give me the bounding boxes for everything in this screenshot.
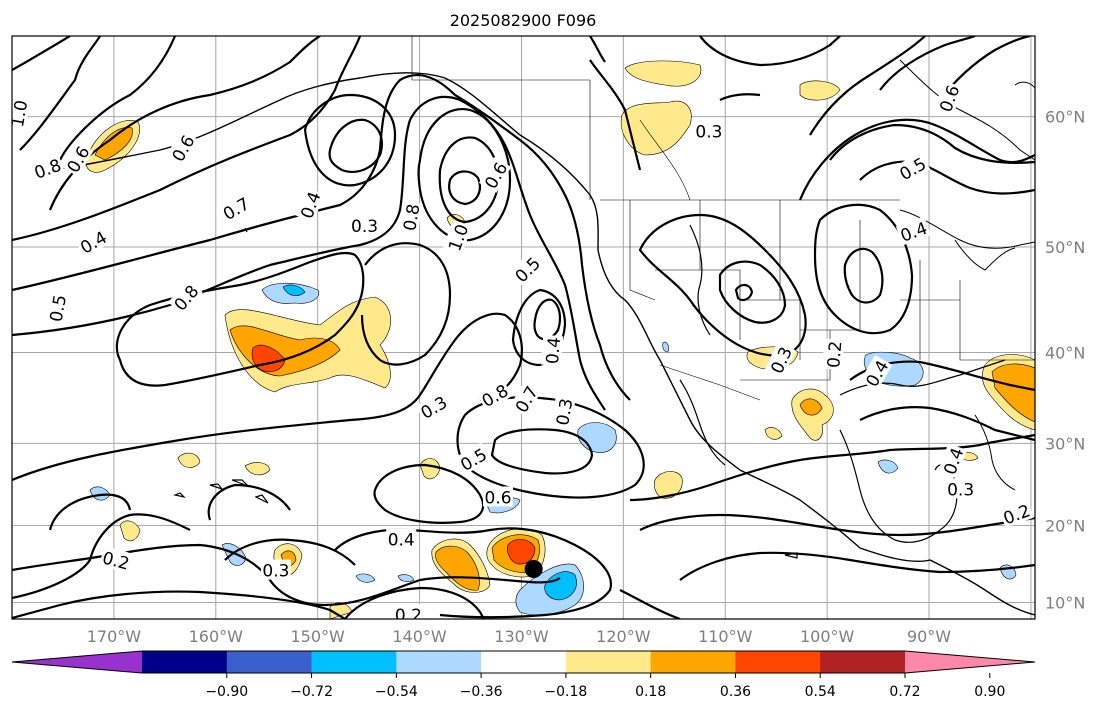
colorbar-tick-label: 0.90 <box>974 684 1005 700</box>
latitude-label: 20°N <box>1045 516 1085 535</box>
colorbar-segment <box>396 651 482 673</box>
contour-value-label: 0.4 <box>540 334 565 367</box>
colorbar-tick-label: −0.18 <box>544 684 587 700</box>
svg-text:0.2: 0.2 <box>395 606 422 626</box>
contour-value-label: 0.2 <box>393 604 424 626</box>
contour-value-label: 0.7 <box>217 191 254 225</box>
contour-value-label: 0.3 <box>693 120 724 142</box>
colorbar-tick-label: −0.72 <box>290 684 333 700</box>
map-title: 2025082900 F096 <box>450 11 597 30</box>
svg-text:1.0: 1.0 <box>8 99 32 129</box>
svg-text:0.3: 0.3 <box>695 122 722 142</box>
latitude-label: 50°N <box>1045 238 1085 257</box>
contour-value-label: 0.2 <box>822 338 846 371</box>
svg-text:0.4: 0.4 <box>543 336 565 365</box>
longitude-label: 130°W <box>494 627 549 646</box>
colorbar-tick-label: 0.36 <box>720 684 751 700</box>
longitude-label: 110°W <box>698 627 753 646</box>
contour-value-label: 1.0 <box>442 219 473 255</box>
contour-value-label: 1.0 <box>8 96 32 131</box>
colorbar-tick-label: 0.18 <box>635 684 666 700</box>
map-frame <box>11 35 1036 620</box>
colorbar-tick-label: 0.54 <box>805 684 836 700</box>
contour-value-label: 0.4 <box>386 528 417 551</box>
colorbar-segment <box>735 651 821 673</box>
latitude-labels: 60°N 50°N 40°N 30°N 20°N 10°N <box>1045 108 1085 613</box>
colorbar-extend-high <box>905 651 1035 673</box>
contour-value-label: 0.3 <box>550 395 577 429</box>
colorbar-segment <box>311 651 397 673</box>
longitude-label: 140°W <box>392 627 447 646</box>
colorbar-extend-low <box>12 651 142 673</box>
colorbar-segment <box>226 651 313 673</box>
colorbar-segment <box>650 651 736 673</box>
colorbar-tick-label: −0.36 <box>460 684 503 700</box>
colorbar-segment <box>481 651 567 673</box>
positive-anomaly-shading <box>85 60 1035 619</box>
longitude-label: 120°W <box>596 627 651 646</box>
latitude-label: 60°N <box>1045 108 1085 127</box>
svg-text:0.3: 0.3 <box>262 562 289 582</box>
svg-text:0.3: 0.3 <box>947 480 974 500</box>
latitude-label: 40°N <box>1045 343 1085 362</box>
svg-text:0.3: 0.3 <box>351 217 378 237</box>
contour-value-label: 0.5 <box>894 151 931 185</box>
contour-labels-group: 1.00.8 0.60.40.50.60.70.80.40.3 0.81.00.60… <box>8 80 1034 626</box>
colorbar-tick-label: −0.90 <box>205 684 248 700</box>
longitude-label: 100°W <box>800 627 855 646</box>
longitude-label: 170°W <box>87 627 142 646</box>
longitude-label: 150°W <box>290 627 345 646</box>
colorbar-segment <box>565 651 652 673</box>
contour-lines <box>12 36 1035 619</box>
svg-text:0.3: 0.3 <box>553 397 577 427</box>
longitude-label: 160°W <box>189 627 244 646</box>
colorbar-segment <box>142 651 228 673</box>
storm-position-marker <box>524 560 543 579</box>
svg-text:0.4: 0.4 <box>388 531 415 551</box>
latitude-label: 30°N <box>1045 434 1085 453</box>
contour-value-label: 0.3 <box>260 559 291 582</box>
colorbar-tick-label: −0.54 <box>375 684 418 700</box>
colorbar-tick-label: 0.72 <box>889 684 920 700</box>
contour-value-label: 0.6 <box>61 140 95 177</box>
contour-value-label: 0.5 <box>44 291 71 325</box>
contour-value-label: 0.6 <box>483 486 514 508</box>
colorbar-segment <box>820 651 906 673</box>
svg-text:0.6: 0.6 <box>485 488 512 508</box>
contour-value-label: 0.3 <box>945 478 976 500</box>
latitude-label: 10°N <box>1045 593 1085 612</box>
longitude-labels: 170°W 160°W 150°W 140°W 130°W 120°W 110°W 100°W… <box>87 627 952 646</box>
colorbar: −0.90 −0.72 −0.54 −0.36 −0.18 0.18 0.36 0.54 0.7… <box>11 650 1036 700</box>
contour-value-label: 0.3 <box>349 214 380 237</box>
svg-text:0.5: 0.5 <box>47 293 71 323</box>
longitude-label: 90°W <box>907 627 951 646</box>
map-area: 1.00.8 0.60.40.50.60.70.80.40.3 0.81.00.60… <box>8 36 1035 626</box>
contour-value-label: 0.2 <box>99 546 134 575</box>
contour-value-label: 0.8 <box>397 200 425 234</box>
svg-text:0.2: 0.2 <box>824 340 846 369</box>
svg-text:0.8: 0.8 <box>400 202 424 232</box>
